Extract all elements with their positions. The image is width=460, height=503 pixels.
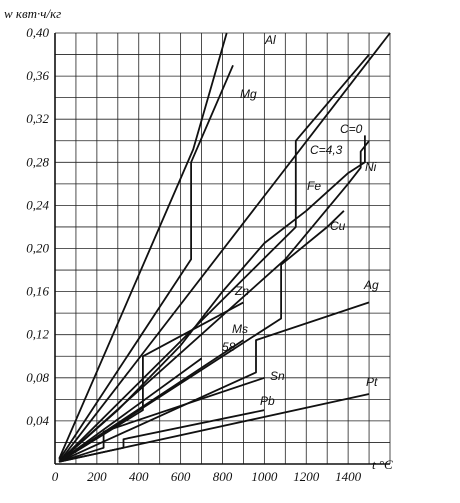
x-tick-labels: 0 200 400 600 800 1000 1200 1400 <box>52 469 362 484</box>
series-line-c-4-3 <box>58 54 370 463</box>
y-tick-label: 0,08 <box>26 370 49 385</box>
axes <box>54 33 390 465</box>
series-line-58 <box>58 357 203 463</box>
series-label-fe: Fe <box>307 179 321 193</box>
y-tick-label: 0,28 <box>26 154 49 169</box>
x-tick-label: 400 <box>129 469 149 484</box>
series-label-al: Al <box>264 33 276 47</box>
y-tick-label: 0,36 <box>26 68 49 83</box>
series-label-pb: Pb <box>260 394 275 408</box>
x-tick-label: 800 <box>213 469 233 484</box>
series-line-pb <box>59 409 265 463</box>
series-line-zn <box>58 301 244 463</box>
series-label-sn: Sn <box>270 369 285 383</box>
y-axis-title: w квт·ч/кг <box>4 6 61 21</box>
series-line-pt <box>59 393 370 463</box>
series-label-c-0: C=0 <box>340 122 363 136</box>
series-labels: Al Mg C=0 C=4,3 Fe Ni Cu Zn Ms 58 Ag Sn Pb Pt <box>222 33 379 408</box>
series-line-cu <box>58 210 345 463</box>
series-label-zn: Zn <box>234 284 249 298</box>
series-line-ag <box>58 301 370 463</box>
series-label-ni: Ni <box>365 160 377 174</box>
series-label-cu: Cu <box>330 219 346 233</box>
series-line-sn <box>58 376 265 463</box>
series-line-mg <box>58 64 234 461</box>
series-label-58: 58 <box>222 340 236 354</box>
series-line-ni <box>58 140 370 463</box>
y-tick-label: 0,16 <box>26 284 49 299</box>
series-label-mg: Mg <box>240 87 257 101</box>
series-line-c-0 <box>58 32 391 463</box>
y-tick-label: 0,04 <box>26 413 49 428</box>
x-tick-label: 600 <box>171 469 191 484</box>
series-label-ag: Ag <box>363 278 379 292</box>
y-tick-label: 0,40 <box>26 25 49 40</box>
series-line-fe <box>58 135 366 463</box>
series-line-ms <box>58 339 244 463</box>
y-tick-label: 0,20 <box>26 241 49 256</box>
series-line-al <box>58 32 228 459</box>
x-tick-label: 200 <box>87 469 107 484</box>
x-tick-label: 0 <box>52 469 59 484</box>
x-tick-label: 1200 <box>293 469 320 484</box>
series-label-c-4-3: C=4,3 <box>310 143 343 157</box>
x-tick-label: 1000 <box>251 469 278 484</box>
y-tick-label: 0,24 <box>26 197 49 212</box>
series-label-ms: Ms <box>232 322 248 336</box>
y-tick-label: 0,12 <box>26 327 49 342</box>
x-axis-title: t °C <box>372 457 393 472</box>
y-tick-labels: 0,04 0,08 0,12 0,16 0,20 0,24 0,28 0,32 0,36 0,40 <box>26 25 49 428</box>
series-lines <box>58 32 391 463</box>
x-tick-label: 1400 <box>335 469 362 484</box>
y-tick-label: 0,32 <box>26 111 49 126</box>
series-label-pt: Pt <box>366 375 378 389</box>
